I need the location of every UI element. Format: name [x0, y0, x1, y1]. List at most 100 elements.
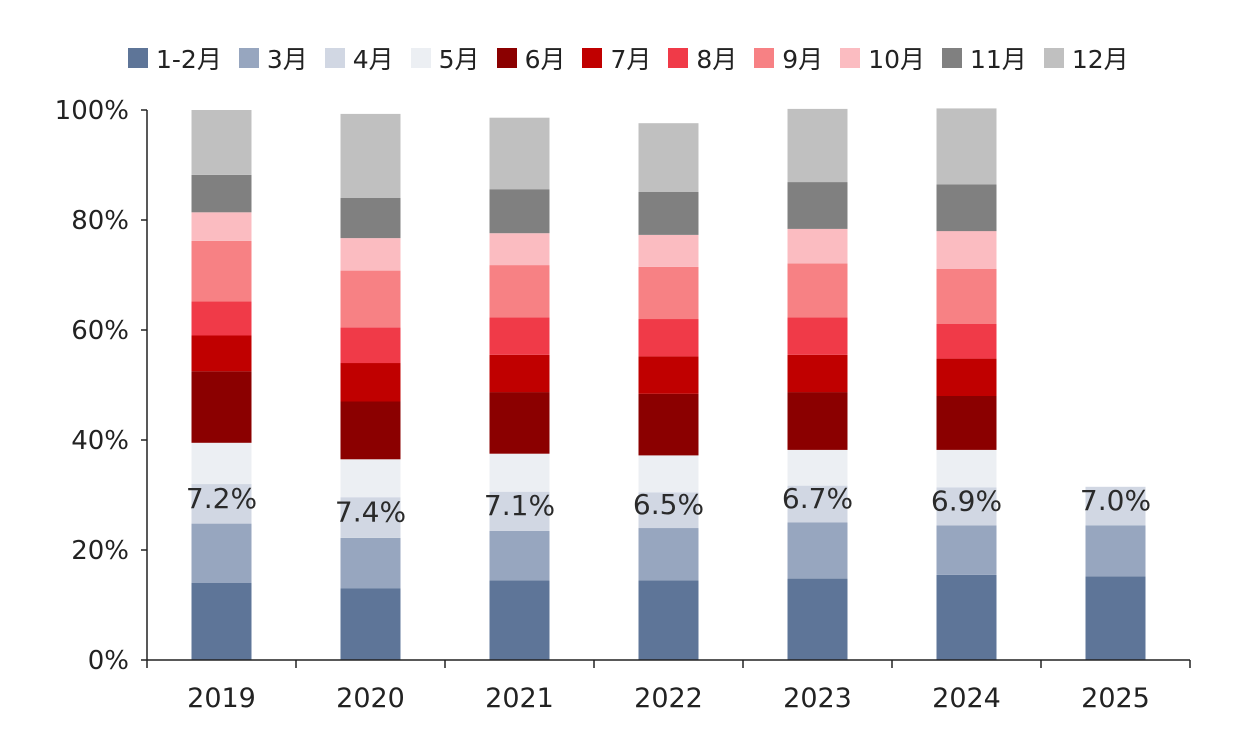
bar-segment — [340, 537, 401, 589]
bar-segment — [936, 184, 997, 232]
bar-segment — [1085, 525, 1146, 577]
legend-label: 12月 — [1071, 45, 1129, 74]
bar-segment — [1085, 486, 1146, 526]
bar-segment — [936, 449, 997, 488]
x-tick-label: 2022 — [634, 683, 703, 714]
legend-item: 5月 — [410, 40, 480, 76]
legend-item: 11月 — [942, 40, 1027, 76]
bar-segment — [936, 108, 997, 185]
legend-swatch — [668, 48, 689, 68]
bar-segment — [489, 265, 550, 318]
bar-segment — [638, 492, 699, 529]
legend-swatch — [754, 48, 775, 68]
bar-segment — [638, 580, 699, 661]
legend-swatch — [324, 48, 345, 68]
legend-item: 10月 — [840, 40, 925, 76]
bar-segment — [340, 497, 401, 538]
bar-segment — [340, 198, 401, 239]
legend-item: 12月 — [1043, 40, 1129, 76]
bar-segment — [191, 301, 252, 336]
y-tick-label: 60% — [71, 316, 129, 346]
bar-segment — [787, 578, 848, 660]
bar-segment — [638, 266, 699, 320]
bar-segment — [489, 580, 550, 661]
bar-segment — [638, 192, 699, 235]
bar-segment — [191, 583, 252, 660]
bar-segment — [340, 459, 401, 498]
legend-swatch — [128, 48, 148, 68]
x-tick-label: 2020 — [336, 683, 405, 714]
bar-segment — [936, 358, 997, 396]
bar-segment — [489, 530, 550, 581]
bar-segment — [1085, 576, 1146, 660]
bar-segment — [787, 522, 848, 579]
bar-segment — [936, 231, 997, 269]
legend-swatch — [410, 48, 431, 68]
legend-label: 10月 — [868, 45, 925, 74]
y-tick-label: 0% — [88, 646, 129, 676]
legend-label: 8月 — [696, 45, 738, 74]
data-label: 6.5% — [633, 488, 704, 521]
bar-segment — [191, 174, 252, 213]
y-tick-label: 20% — [71, 536, 129, 566]
bar-segment — [638, 455, 699, 493]
legend: 1-2月 3月 4月 5月 6月 7月 8月 9月 10月 11月 12月 — [128, 38, 1146, 78]
bar-segment — [489, 491, 550, 531]
legend-item: 1-2月 — [128, 40, 222, 76]
data-label: 7.1% — [484, 489, 555, 522]
legend-label: 4月 — [352, 45, 394, 74]
bar-segment — [191, 335, 252, 372]
y-tick-label: 100% — [55, 96, 129, 126]
data-label: 6.9% — [931, 484, 1002, 517]
data-label: 7.0% — [1080, 484, 1151, 517]
legend-label: 5月 — [438, 45, 480, 74]
bar-segment — [340, 588, 401, 660]
legend-swatch — [582, 48, 603, 68]
legend-item: 9月 — [754, 40, 823, 76]
bar-segment — [340, 113, 401, 198]
bar-segment — [191, 442, 252, 485]
bar-segment — [340, 238, 401, 271]
bar-segment — [936, 396, 997, 450]
bar-segment — [787, 182, 848, 229]
bar-segment — [489, 392, 550, 454]
x-tick-label: 2019 — [187, 683, 256, 714]
legend-label: 6月 — [524, 45, 566, 74]
legend-label: 9月 — [782, 45, 824, 74]
legend-label: 1-2月 — [156, 45, 222, 74]
bar-segment — [191, 484, 252, 524]
bar-segment — [638, 356, 699, 394]
bar-segment — [489, 117, 550, 190]
y-tick-label: 80% — [71, 206, 129, 236]
bar-segment — [936, 487, 997, 526]
bar-segment — [191, 240, 252, 302]
data-label: 6.7% — [782, 482, 853, 515]
bar-segment — [638, 234, 699, 267]
data-label: 7.2% — [186, 482, 257, 515]
plot-area: 7.2% 7.4% 7.1% 6.5% 6.7% 6.9% 7.0% — [186, 108, 1151, 661]
legend-label: 3月 — [266, 45, 308, 74]
bar-segment — [489, 453, 550, 492]
legend-item: 6月 — [496, 40, 566, 76]
bar-segment — [936, 525, 997, 575]
data-label: 7.4% — [335, 496, 406, 529]
x-tick-label: 2025 — [1081, 683, 1150, 714]
legend-item: 3月 — [238, 40, 308, 76]
bar-segment — [936, 324, 997, 359]
legend-swatch — [496, 48, 517, 68]
legend-swatch — [1043, 48, 1064, 68]
bar-segment — [787, 108, 848, 182]
bar-segment — [340, 327, 401, 364]
bar-segment — [787, 354, 848, 393]
bar-segment — [638, 528, 699, 581]
legend-swatch — [942, 48, 962, 68]
legend-swatch — [840, 48, 861, 68]
x-tick-label: 2023 — [783, 683, 852, 714]
bar-segment — [340, 270, 401, 328]
x-tick-label: 2024 — [932, 683, 1001, 714]
axes: 0% 20% 40% 60% 80% 100% 2019 2020 2021 2022 2023 20… — [55, 96, 1191, 714]
legend-label: 7月 — [610, 45, 652, 74]
bar-segment — [489, 189, 550, 234]
bar-segment — [936, 269, 997, 324]
